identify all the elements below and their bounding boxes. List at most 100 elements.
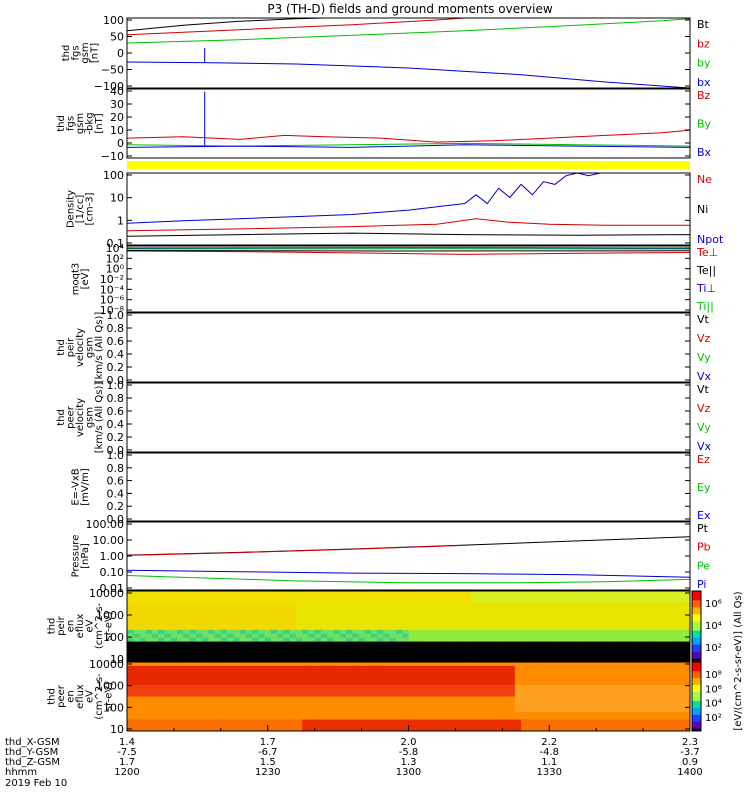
spectrogram-cell <box>659 697 666 701</box>
spectrogram-cell <box>409 634 416 638</box>
spectrogram-cell <box>459 645 466 649</box>
spectrogram-cell <box>240 649 247 653</box>
spectrogram-cell <box>271 653 278 657</box>
spectrogram-cell <box>465 712 472 716</box>
spectrogram-cell <box>352 670 359 674</box>
spectrogram-cell <box>490 630 497 634</box>
spectrogram-cell <box>452 599 459 603</box>
spectrogram-cell <box>534 614 541 618</box>
spectrogram-cell <box>546 670 553 674</box>
spectrogram-cell <box>546 674 553 678</box>
spectrogram-cell <box>577 591 584 595</box>
spectrogram-cell <box>315 666 322 670</box>
spectrogram-cell <box>171 666 178 670</box>
spectrogram-cell <box>521 674 528 678</box>
spectrogram-cell <box>584 603 591 607</box>
spectrogram-cell <box>196 670 203 674</box>
spectrogram-cell <box>233 716 240 720</box>
spectrogram-cell <box>296 610 303 614</box>
spectrogram-cell <box>415 681 422 685</box>
spectrogram-cell <box>227 681 234 685</box>
spectrogram-cell <box>390 697 397 701</box>
spectrogram-cell <box>665 693 672 697</box>
spectrogram-cell <box>377 638 384 642</box>
spectrogram-cell <box>340 599 347 603</box>
spectrogram-cell <box>659 618 666 622</box>
spectrogram-cell <box>227 642 234 646</box>
spectrogram-cell <box>321 681 328 685</box>
spectrogram-cell <box>383 662 390 666</box>
spectrogram-cell <box>402 685 409 689</box>
spectrogram-cell <box>502 595 509 599</box>
spectrogram-cell <box>521 649 528 653</box>
spectrogram-cell <box>140 630 147 634</box>
spectrogram-cell <box>290 662 297 666</box>
spectrogram-cell <box>296 634 303 638</box>
spectrogram-cell <box>333 607 340 611</box>
spectrogram-cell <box>571 649 578 653</box>
spectrogram-cell <box>190 599 197 603</box>
spectrogram-cell <box>540 607 547 611</box>
spectrogram-cell <box>327 720 334 724</box>
spectrogram-cell <box>271 723 278 727</box>
spectrogram-cell <box>434 716 441 720</box>
spectrogram-cell <box>552 704 559 708</box>
spectrogram-cell <box>283 685 290 689</box>
spectrogram-cell <box>659 626 666 630</box>
spectrogram-cell <box>315 708 322 712</box>
spectrogram-cell <box>402 614 409 618</box>
spectrogram-cell <box>158 704 165 708</box>
spectrogram-cell <box>283 720 290 724</box>
spectrogram-cell <box>177 603 184 607</box>
spectrogram-cell <box>290 642 297 646</box>
spectrogram-cell <box>315 634 322 638</box>
spectrogram-cell <box>396 630 403 634</box>
spectrogram-cell <box>183 685 190 689</box>
spectrogram-cell <box>609 642 616 646</box>
spectrogram-cell <box>565 610 572 614</box>
spectrogram-cell <box>146 649 153 653</box>
y-tick-label: 0.6 <box>107 475 125 488</box>
spectrogram-cell <box>521 708 528 712</box>
spectrogram-cell <box>640 618 647 622</box>
spectrogram-cell <box>352 595 359 599</box>
spectrogram-cell <box>390 591 397 595</box>
spectrogram-cell <box>659 638 666 642</box>
spectrogram-cell <box>290 712 297 716</box>
spectrogram-cell <box>477 610 484 614</box>
spectrogram-cell <box>634 618 641 622</box>
spectrogram-cell <box>396 697 403 701</box>
spectrogram-cell <box>221 697 228 701</box>
spectrogram-cell <box>252 677 259 681</box>
spectrogram-cell <box>333 708 340 712</box>
spectrogram-cell <box>358 723 365 727</box>
spectrogram-cell <box>202 685 209 689</box>
spectrogram-cell <box>146 716 153 720</box>
spectrogram-cell <box>183 720 190 724</box>
spectrogram-cell <box>271 642 278 646</box>
spectrogram-cell <box>133 689 140 693</box>
spectrogram-cell <box>584 630 591 634</box>
spectrogram-cell <box>377 681 384 685</box>
spectrogram-cell <box>584 645 591 649</box>
spectrogram-cell <box>127 693 134 697</box>
spectrogram-cell <box>471 630 478 634</box>
spectrogram-cell <box>271 591 278 595</box>
spectrogram-cell <box>196 700 203 704</box>
spectrogram-cell <box>434 677 441 681</box>
spectrogram-cell <box>665 700 672 704</box>
spectrogram-cell <box>534 634 541 638</box>
spectrogram-cell <box>565 649 572 653</box>
spectrogram-cell <box>496 649 503 653</box>
spectrogram-cell <box>571 670 578 674</box>
spectrogram-cell <box>240 622 247 626</box>
spectrogram-cell <box>609 708 616 712</box>
spectrogram-cell <box>246 630 253 634</box>
spectrogram-cell <box>577 666 584 670</box>
spectrogram-cell <box>321 693 328 697</box>
spectrogram-cell <box>515 603 522 607</box>
spectrogram-cell <box>427 708 434 712</box>
spectrogram-cell <box>590 649 597 653</box>
spectrogram-cell <box>165 649 172 653</box>
spectrogram-cell <box>165 607 172 611</box>
